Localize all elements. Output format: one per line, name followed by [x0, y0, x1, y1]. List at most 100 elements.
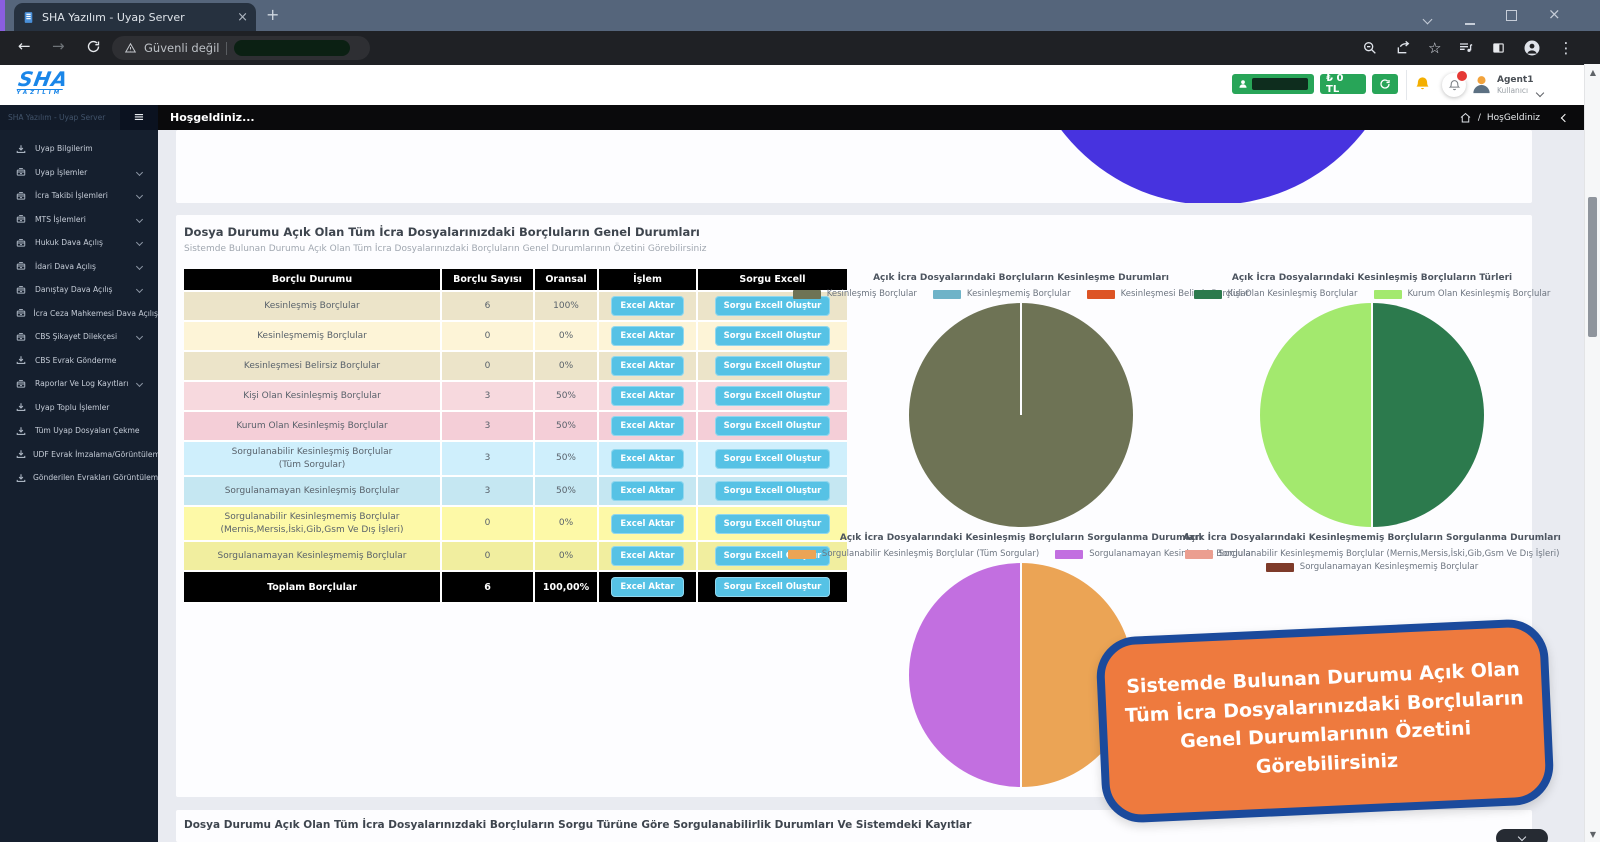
scrollbar-thumb[interactable] — [1588, 197, 1597, 337]
sorgu-excel-olustur-button[interactable]: Sorgu Excell Oluştur — [714, 386, 831, 406]
page-scrollbar[interactable]: ▲ ▼ — [1584, 64, 1600, 842]
alerts-bell-button[interactable] — [1442, 70, 1468, 97]
media-controls-icon[interactable] — [1458, 40, 1474, 56]
not-secure-warning-icon — [124, 42, 137, 54]
download-icon — [16, 402, 28, 412]
debtor-table: Borçlu Durumu Borçlu Sayısı Oransal İşlem So… — [184, 269, 847, 605]
sidebar-item-10[interactable]: Raporlar Ve Log Kayıtları — [0, 372, 158, 396]
scroll-down-arrow[interactable]: ▼ — [1589, 829, 1597, 839]
excel-aktar-button[interactable]: Excel Aktar — [611, 448, 684, 469]
breadcrumb-label[interactable]: HoşGeldiniz — [1486, 112, 1540, 123]
sidebar-item-label: Uyap Toplu İşlemler — [35, 402, 110, 412]
window-maximize-icon[interactable] — [1506, 10, 1517, 24]
sidebar-item-2[interactable]: İcra Takibi İşlemleri — [0, 184, 158, 208]
sidebar-item-5[interactable]: İdari Dava Açılış — [0, 255, 158, 279]
new-tab-button[interactable]: + — [266, 5, 280, 24]
legend-item[interactable]: Kurum Olan Kesinleşmiş Borçlular — [1373, 289, 1550, 299]
balance-badge[interactable]: ₺ 0 TL — [1320, 73, 1366, 95]
user-info[interactable]: Agent1 Kullanıcı — [1497, 75, 1533, 95]
address-bar[interactable]: Güvenli değil — [112, 36, 370, 60]
user-session-badge[interactable] — [1232, 74, 1314, 94]
legend-item[interactable]: Kişi Olan Kesinleşmiş Borçlular — [1193, 289, 1358, 299]
forward-icon[interactable]: → — [52, 37, 65, 55]
sidebar-item-0[interactable]: Uyap Bilgilerim — [0, 137, 158, 161]
home-icon[interactable] — [1459, 112, 1472, 124]
excel-aktar-button[interactable]: Excel Aktar — [611, 513, 684, 534]
collapse-chevron-icon[interactable] — [1560, 113, 1570, 122]
sorgu-excel-olustur-button[interactable]: Sorgu Excell Oluştur — [714, 577, 831, 598]
legend-label: Sorgulanamayan Kesinleşmemiş Borçlular — [1299, 562, 1479, 572]
sidebar-item-4[interactable]: Hukuk Dava Açılış — [0, 231, 158, 255]
share-icon[interactable] — [1395, 40, 1411, 56]
excel-aktar-button[interactable]: Excel Aktar — [611, 481, 684, 502]
hamburger-menu-icon[interactable]: ≡ — [120, 105, 158, 130]
zoom-out-icon[interactable] — [1362, 40, 1378, 56]
sidebar-item-8[interactable]: CBS Şikayet Dilekçesi — [0, 325, 158, 349]
sha-logo[interactable]: SHA YAZILIM — [15, 67, 70, 96]
sorgu-excel-olustur-button[interactable]: Sorgu Excell Oluştur — [714, 416, 831, 436]
scroll-up-arrow[interactable]: ▲ — [1589, 67, 1597, 77]
sidebar-item-9[interactable]: CBS Evrak Gönderme — [0, 349, 158, 373]
notification-bell-icon[interactable] — [1414, 76, 1431, 97]
desktop-edge-strip — [0, 0, 5, 31]
sidebar-item-13[interactable]: UDF Evrak İmzalama/Görüntüleme — [0, 443, 165, 467]
refresh-button[interactable] — [1372, 74, 1398, 94]
table-header-row: Borçlu Durumu Borçlu Sayısı Oransal İşlem So… — [184, 269, 847, 292]
sorgu-excel-olustur-button[interactable]: Sorgu Excell Oluştur — [714, 448, 831, 469]
legend-item[interactable]: Kesinleşmiş Borçlular — [792, 289, 917, 299]
chevron-down-icon — [135, 286, 144, 294]
window-menu-chevron-icon[interactable] — [1422, 12, 1433, 26]
sorgu-excel-olustur-button[interactable]: Sorgu Excell Oluştur — [714, 296, 831, 316]
side-panel-icon[interactable] — [1491, 41, 1506, 55]
excel-aktar-button[interactable]: Excel Aktar — [611, 386, 684, 406]
legend-swatch — [787, 549, 816, 559]
sidebar-item-7[interactable]: İcra Ceza Mahkemesi Dava Açılış — [0, 302, 158, 326]
legend-item[interactable]: Sorgulanabilir Kesinleşmemiş Borçlular (… — [1184, 549, 1559, 559]
table-footer-row: Toplam Borçlular 6 100,00% Excel Aktar Sorgu… — [184, 572, 847, 605]
excel-aktar-button[interactable]: Excel Aktar — [611, 546, 684, 567]
legend-item[interactable]: Sorgulanabilir Kesinleşmiş Borçlular (Tü… — [787, 549, 1039, 559]
sidebar-item-14[interactable]: Gönderilen Evrakları Görüntüleme — [0, 466, 163, 490]
action-cell: Excel Aktar — [599, 292, 698, 322]
sorgu-excel-olustur-button[interactable]: Sorgu Excell Oluştur — [714, 513, 831, 534]
excel-aktar-button[interactable]: Excel Aktar — [611, 326, 684, 346]
table-header-cell: Oransal — [535, 269, 599, 292]
user-menu-chevron-icon[interactable] — [1535, 81, 1545, 100]
browser-profile-avatar[interactable] — [1523, 39, 1541, 57]
browser-tab[interactable]: SHA Yazılım - Uyap Server × — [14, 3, 256, 31]
bookmark-star-icon[interactable]: ☆ — [1428, 38, 1442, 57]
legend-item[interactable]: Sorgulanamayan Kesinleşmemiş Borçlular — [1265, 562, 1479, 572]
excel-aktar-button[interactable]: Excel Aktar — [611, 416, 684, 436]
window-minimize-icon[interactable] — [1465, 14, 1475, 28]
tab-hosgeldiniz[interactable]: Hoşgeldiniz... — [170, 111, 255, 124]
window-close-icon[interactable]: × — [1548, 5, 1561, 23]
excel-aktar-button[interactable]: Excel Aktar — [611, 356, 684, 376]
sidebar-item-6[interactable]: Danıştay Dava Açılış — [0, 278, 158, 302]
callout-text: Sistemde Bulunan Durumu Açık Olan Tüm İc… — [1124, 658, 1525, 778]
chevron-down-icon — [135, 239, 144, 247]
sorgu-excel-olustur-button[interactable]: Sorgu Excell Oluştur — [714, 481, 831, 502]
floating-scroll-button[interactable] — [1496, 829, 1548, 842]
download-icon — [16, 449, 26, 459]
sidebar-item-11[interactable]: Uyap Toplu İşlemler — [0, 396, 158, 420]
tab-close-icon[interactable]: × — [237, 9, 248, 25]
excel-aktar-button[interactable]: Excel Aktar — [611, 296, 684, 316]
breadcrumb: / HoşGeldiniz — [1459, 112, 1570, 124]
legend-item[interactable]: Kesinleşmesi Belirsiz Borçlular — [1086, 289, 1249, 299]
legend-item[interactable]: Kesinleşmemiş Borçlular — [932, 289, 1071, 299]
sorgu-excel-olustur-button[interactable]: Sorgu Excell Oluştur — [714, 356, 831, 376]
ratio-cell: 0% — [535, 542, 599, 573]
sidebar-item-3[interactable]: MTS İşlemleri — [0, 208, 158, 232]
user-avatar[interactable] — [1470, 73, 1493, 96]
sidebar-item-1[interactable]: Uyap İşlemler — [0, 161, 158, 185]
browser-titlebar: SHA Yazılım - Uyap Server × + × — [0, 0, 1600, 31]
legend-item[interactable]: Sorgulanamayan Kesinleşmiş Borçlular — [1055, 549, 1254, 559]
reload-icon[interactable] — [86, 39, 101, 58]
sidebar-item-12[interactable]: Tüm Uyap Dosyaları Çekme — [0, 419, 158, 443]
back-icon[interactable]: ← — [18, 37, 31, 55]
browser-menu-icon[interactable]: ⋮ — [1558, 38, 1574, 57]
sorgu-excel-olustur-button[interactable]: Sorgu Excell Oluştur — [714, 326, 831, 346]
chevron-down-icon — [135, 380, 144, 388]
excel-aktar-button[interactable]: Excel Aktar — [611, 577, 684, 598]
sidebar-nav: Uyap Bilgilerim Uyap İşlemler İcra Takibi … — [0, 137, 165, 490]
